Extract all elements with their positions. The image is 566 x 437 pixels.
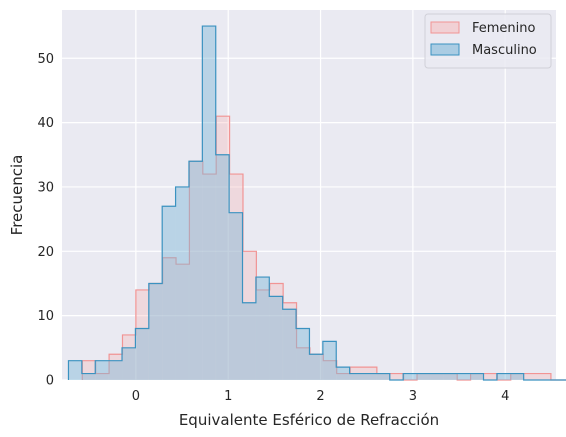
histogram-bar <box>537 373 551 380</box>
histogram-bar <box>229 174 243 380</box>
histogram-bar <box>309 354 323 380</box>
y-axis-label: Frecuencia <box>8 155 26 236</box>
x-axis-label: Equivalente Esférico de Refracción <box>179 411 439 429</box>
histogram-bar <box>68 360 82 380</box>
histogram-bar <box>470 373 484 380</box>
x-tick-label: 2 <box>316 389 324 404</box>
histogram-bar <box>524 373 538 380</box>
histogram-bar <box>148 283 163 380</box>
histogram-bar <box>135 289 150 380</box>
histogram-bar <box>470 373 484 380</box>
x-tick-label: 4 <box>501 389 509 404</box>
histogram-bar <box>269 283 284 380</box>
histogram-bar <box>496 373 511 380</box>
histogram-bar <box>176 264 190 380</box>
series-masculino <box>67 25 566 381</box>
histogram-bar <box>135 328 149 380</box>
histogram-bar <box>309 354 324 380</box>
histogram-bar <box>95 373 110 380</box>
histogram-bar <box>202 26 216 381</box>
histogram-bar <box>229 212 243 380</box>
histogram-bar <box>242 302 256 380</box>
histogram-bar <box>269 296 283 380</box>
x-tick-labels: 0 1 2 3 4 <box>132 389 510 404</box>
plot-area <box>62 10 556 380</box>
histogram-bar <box>202 174 217 380</box>
histogram-bar <box>376 373 391 380</box>
histogram-bar <box>242 251 257 380</box>
histogram-series <box>67 25 566 381</box>
series-outline <box>67 25 566 381</box>
histogram-bar <box>81 373 96 380</box>
histogram-bar <box>349 373 364 380</box>
histogram-bar <box>417 373 431 380</box>
histogram-bar <box>189 161 203 380</box>
y-tick-labels: 0 10 20 30 40 50 <box>37 52 54 389</box>
x-tick-label: 0 <box>132 389 140 404</box>
histogram-bar <box>296 347 310 380</box>
legend: Femenino Masculino <box>424 13 552 69</box>
histogram-bar <box>456 373 471 380</box>
histogram-bar <box>323 360 337 380</box>
histogram-bar <box>296 328 310 380</box>
x-tick-label: 1 <box>224 389 232 404</box>
histogram-bar <box>216 116 230 380</box>
histogram-bar <box>363 373 377 380</box>
histogram-bar <box>122 334 136 380</box>
histogram-bar <box>255 277 270 380</box>
x-tick-label: 3 <box>409 389 417 404</box>
histogram-bar <box>283 302 297 380</box>
histogram-bar <box>429 373 444 380</box>
legend-swatch <box>430 21 460 34</box>
histogram-bar <box>95 360 109 380</box>
histogram-bar <box>390 373 404 380</box>
legend-label: Femenino <box>472 21 536 36</box>
histogram-bar <box>430 373 444 380</box>
histogram-bar <box>122 347 136 380</box>
histogram-bar <box>149 283 163 380</box>
histogram-bar <box>510 373 525 380</box>
histogram-bar <box>443 373 458 380</box>
y-tick-label: 30 <box>37 180 54 195</box>
histogram-bar <box>483 373 498 380</box>
legend-label: Masculino <box>472 43 537 58</box>
histogram-bar <box>336 373 351 380</box>
histogram-bar <box>215 154 230 380</box>
histogram-bar <box>175 186 189 380</box>
y-tick-label: 50 <box>37 52 54 67</box>
y-tick-label: 20 <box>37 245 54 260</box>
histogram-bar <box>403 373 417 380</box>
series-femenino <box>81 115 566 381</box>
histogram-bar <box>336 367 350 380</box>
histogram-bar <box>322 341 337 380</box>
histogram-bar <box>416 373 430 380</box>
y-tick-label: 40 <box>37 116 54 131</box>
histogram-bar <box>162 257 177 380</box>
histogram-bar <box>108 360 123 380</box>
histogram-bar <box>443 373 457 380</box>
legend-swatch <box>430 43 460 56</box>
histogram-bar <box>510 373 524 380</box>
histogram-bar <box>282 309 297 380</box>
y-tick-label: 10 <box>37 309 54 324</box>
histogram-bar <box>162 206 176 380</box>
histogram-bar <box>376 373 390 380</box>
histogram-bar <box>256 289 270 380</box>
histogram-bar <box>82 360 96 380</box>
y-tick-label: 0 <box>46 374 54 389</box>
histogram-bar <box>188 161 203 380</box>
